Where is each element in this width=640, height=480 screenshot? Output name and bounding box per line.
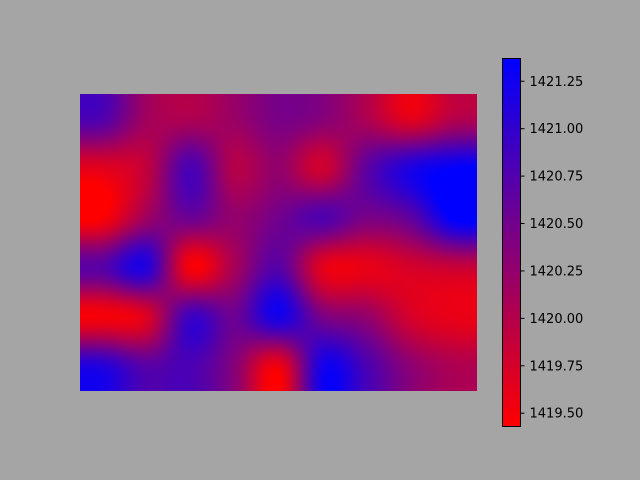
colorbar-tick-label: 1420.75 <box>530 170 584 185</box>
colorbar-tick-label: 1420.25 <box>530 264 584 279</box>
colorbar-tick-label: 1419.75 <box>530 359 584 374</box>
colorbar-tick-label: 1420.00 <box>530 312 584 327</box>
heatmap-plot <box>80 94 477 391</box>
colorbar-tick-label: 1419.50 <box>530 407 584 422</box>
colorbar-tick-label: 1420.50 <box>530 217 584 232</box>
colorbar-tick-label: 1421.00 <box>530 122 584 137</box>
colorbar-ticks: 1419.50 1419.75 1420.00 1420.25 1420.50 1420.… <box>520 75 584 422</box>
colorbar-gradient <box>502 58 521 427</box>
colorbar-tick-label: 1421.25 <box>530 75 584 90</box>
